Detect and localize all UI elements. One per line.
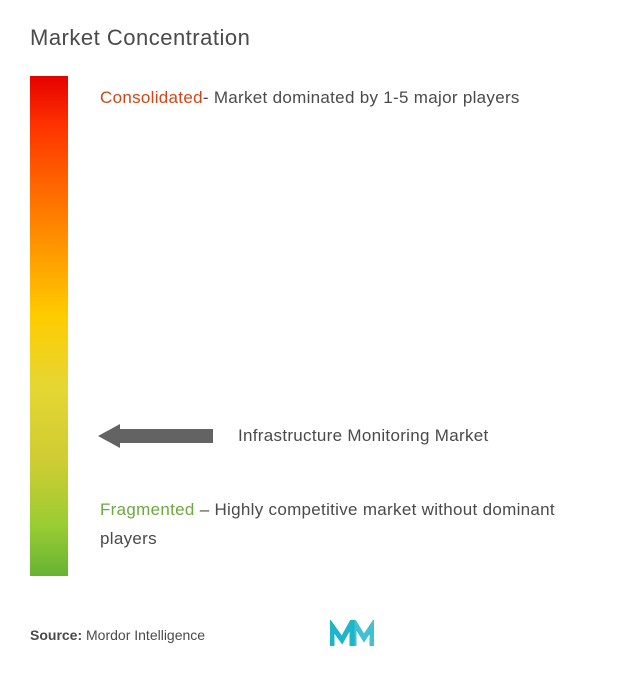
source-label: Source:	[30, 627, 82, 643]
concentration-gradient-bar	[30, 76, 68, 576]
consolidated-label: Consolidated- Market dominated by 1-5 ma…	[100, 84, 572, 113]
consolidated-description: - Market dominated by 1-5 major players	[203, 88, 520, 107]
source-attribution: Source: Mordor Intelligence	[30, 627, 205, 643]
chart-content: Consolidated- Market dominated by 1-5 ma…	[30, 76, 592, 586]
chart-title: Market Concentration	[30, 25, 592, 51]
arrow-icon	[98, 427, 213, 445]
fragmented-highlight: Fragmented	[100, 500, 195, 519]
fragmented-label: Fragmented – Highly competitive market w…	[100, 496, 572, 554]
mordor-logo-icon	[330, 620, 374, 648]
consolidated-highlight: Consolidated	[100, 88, 203, 107]
market-position-marker: Infrastructure Monitoring Market	[98, 426, 489, 446]
chart-footer: Source: Mordor Intelligence	[30, 627, 592, 643]
source-text: Mordor Intelligence	[82, 627, 205, 643]
market-name: Infrastructure Monitoring Market	[238, 426, 489, 446]
